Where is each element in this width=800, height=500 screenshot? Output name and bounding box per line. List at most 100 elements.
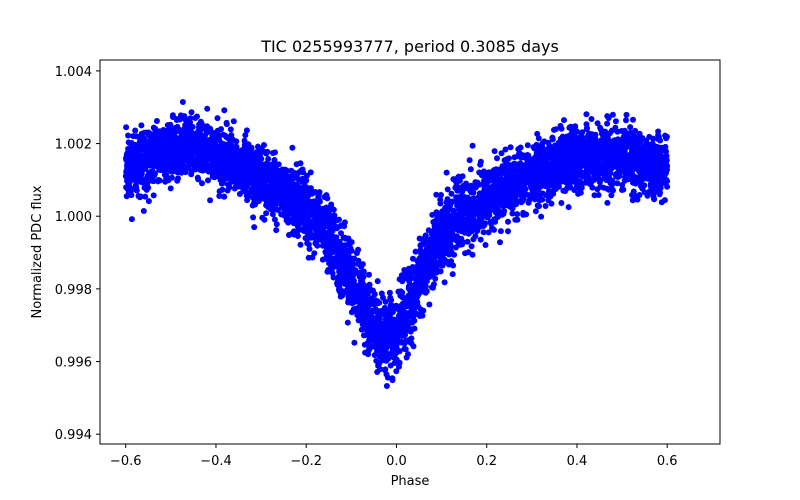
data-point [123,193,130,200]
data-point [168,133,175,140]
data-point [495,182,502,189]
data-point [603,155,610,162]
data-point [412,248,419,255]
data-point [153,118,160,124]
data-point [245,141,252,148]
data-point [150,146,157,153]
data-point [290,220,297,227]
data-point [243,180,250,187]
data-point [165,177,172,184]
data-point [579,129,586,136]
data-point [405,351,411,358]
data-point [472,179,479,186]
data-point [345,299,352,306]
data-point [402,346,409,353]
data-point [553,169,560,176]
data-point [410,255,416,262]
data-point [150,192,157,199]
data-point [621,148,628,155]
data-point [281,212,288,219]
data-point [424,248,431,255]
data-point [498,150,505,157]
data-point [243,153,250,160]
data-point [465,199,472,206]
data-point [411,285,418,292]
data-point [275,161,282,168]
data-point [378,343,385,350]
data-point [221,141,228,148]
data-point [570,162,577,169]
data-point [466,205,472,212]
data-point [539,190,546,197]
data-point [444,186,451,193]
data-point [360,314,367,321]
data-point [218,126,224,133]
data-point [303,177,310,184]
data-point [428,258,435,265]
data-point [147,134,154,141]
data-point [650,135,657,142]
data-point [484,175,491,182]
data-point [639,135,646,142]
scatter-points [122,99,671,389]
data-point [477,158,484,165]
data-point [213,147,220,154]
data-point [312,189,319,195]
data-point [581,154,587,161]
data-point [447,241,454,248]
data-point [297,241,304,248]
data-point [243,158,250,165]
data-point [399,329,406,336]
data-point [289,144,296,151]
data-point [185,118,192,125]
data-point [375,362,382,369]
data-point [536,203,542,210]
data-point [575,190,582,197]
data-point [573,182,580,189]
data-point [606,130,613,137]
data-point [366,298,372,305]
data-point [467,166,474,173]
data-point [355,246,362,253]
data-point [410,343,417,350]
data-point [520,178,527,185]
data-point [572,139,579,146]
data-point [485,229,492,236]
data-point [395,338,402,345]
data-point [157,167,164,174]
data-point [471,216,478,223]
data-point [523,211,530,218]
data-point [578,146,585,153]
data-point [591,176,598,183]
data-point [465,230,472,237]
data-point [658,199,665,206]
data-point [620,186,627,193]
data-point [305,241,312,248]
data-point [307,186,314,193]
data-point [250,214,257,221]
data-point [271,216,278,223]
data-point [496,199,503,206]
data-point [336,268,343,275]
data-point [396,363,402,370]
data-point [571,169,578,176]
data-point [443,169,450,176]
data-point [461,223,468,230]
data-point [497,239,503,246]
data-point [207,154,214,161]
data-point [153,138,160,145]
data-point [366,281,373,288]
data-point [293,192,300,199]
data-point [561,117,567,124]
data-point [599,137,606,144]
data-point [655,136,662,143]
data-point [594,120,601,127]
data-point [145,184,152,191]
data-point [357,291,364,298]
data-point [178,131,185,137]
data-point [128,192,135,199]
data-point [604,185,611,192]
data-point [387,362,394,369]
